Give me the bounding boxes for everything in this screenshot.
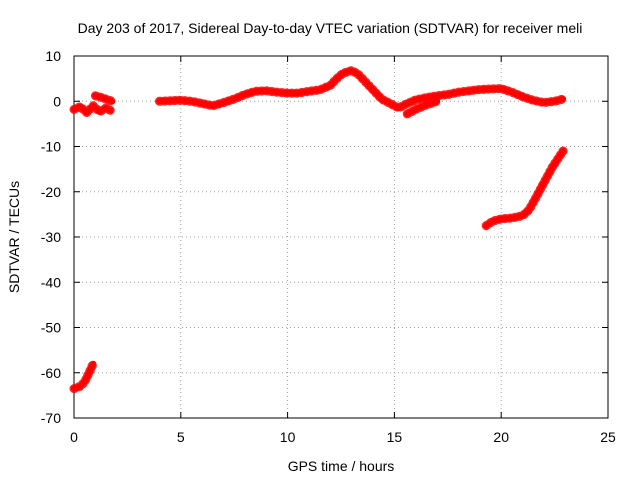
grid-lines: [74, 56, 608, 418]
x-tick-label: 20: [493, 429, 509, 445]
y-tick-label: -10: [41, 139, 61, 155]
y-axis-label: SDTVAR / TECUs: [6, 181, 22, 293]
y-tick-labels: 10 0 -10 -20 -30 -40 -50 -60 -70: [41, 48, 61, 426]
y-tick-label: -20: [41, 184, 61, 200]
series-segment-3-glyphs: [90, 91, 117, 106]
y-tick-label: -40: [41, 274, 61, 290]
y-tick-label: -70: [41, 410, 61, 426]
x-tick-labels: 0 5 10 15 20 25: [70, 429, 616, 445]
y-tick-label: 0: [53, 93, 61, 109]
x-axis-label: GPS time / hours: [288, 458, 395, 474]
series-segment-6-glyphs: [481, 146, 568, 231]
series-segment-5-glyphs: [402, 96, 442, 119]
plot-frame: [73, 55, 609, 419]
series-segment-1-glyphs: [69, 359, 98, 394]
y-tick-label: -50: [41, 320, 61, 336]
y-tick-label: -60: [41, 365, 61, 381]
series-segment-2-glyphs: [69, 101, 115, 118]
series-layer: [69, 66, 568, 394]
series-segment-4-glyphs: [154, 66, 568, 113]
x-tick-label: 15: [387, 429, 403, 445]
x-tick-label: 10: [280, 429, 296, 445]
x-tick-label: 25: [600, 429, 616, 445]
x-tick-label: 0: [70, 429, 78, 445]
y-tick-label: 10: [45, 48, 61, 64]
y-tick-label: -30: [41, 229, 61, 245]
chart-title: Day 203 of 2017, Sidereal Day-to-day VTE…: [78, 20, 583, 36]
x-tick-label: 5: [177, 429, 185, 445]
